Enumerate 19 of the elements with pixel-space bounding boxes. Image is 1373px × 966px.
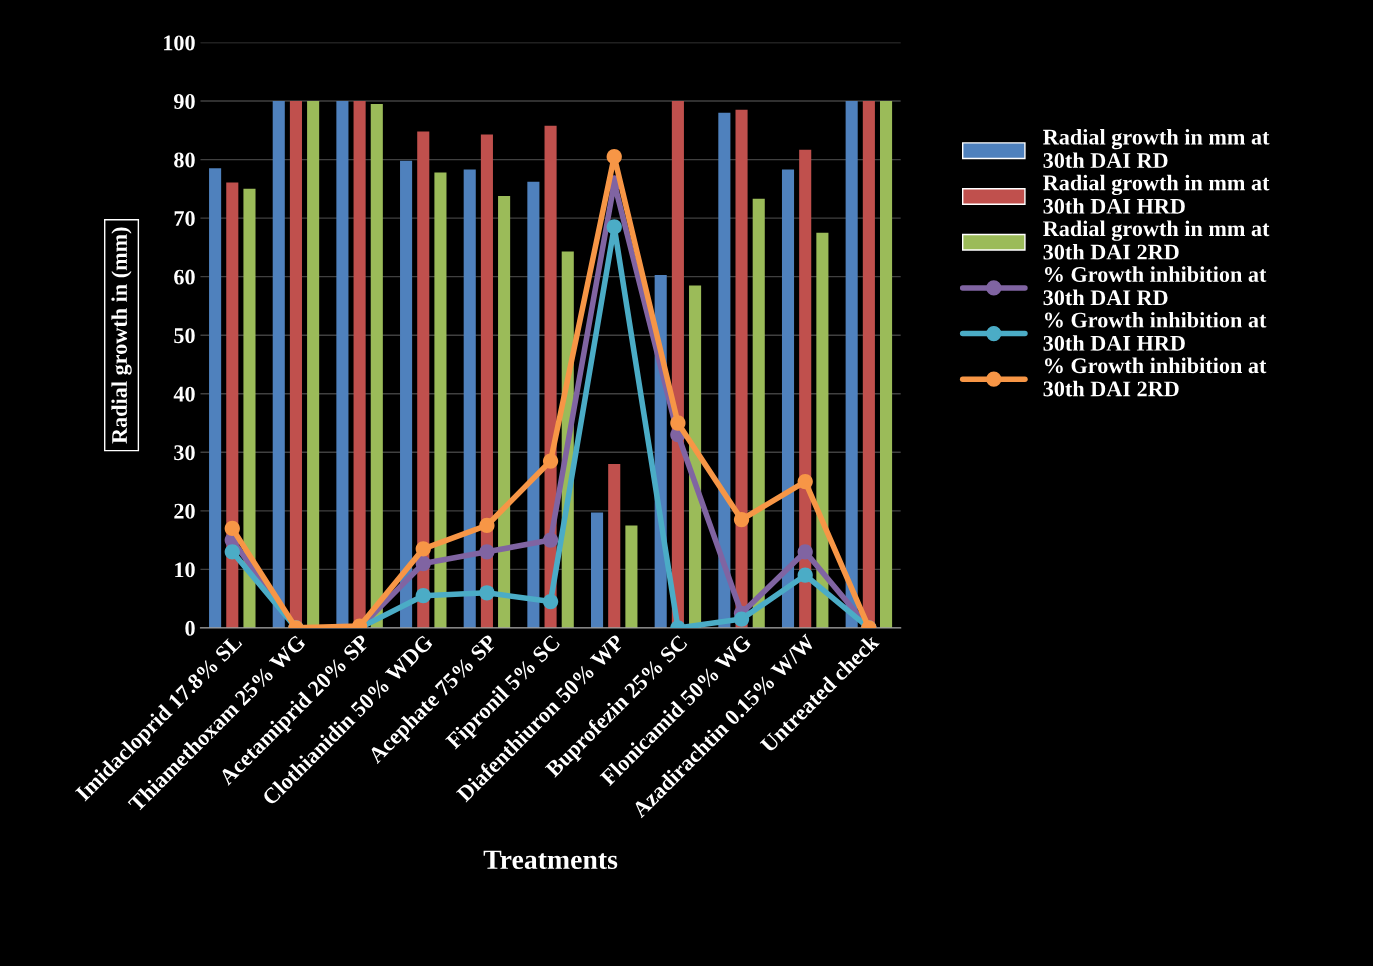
legend-label: Radial growth in mm at 30th DAI HRD <box>1043 174 1270 214</box>
y-tick-label: 50 <box>174 328 195 344</box>
y-tick-label: 90 <box>173 93 195 109</box>
legend-label: % Growth inhibition at 30th DAI HRD <box>1043 311 1267 351</box>
legend-label: Radial growth in mm at 30th DAI RD <box>1043 128 1270 169</box>
y-tick-label: 80 <box>174 152 195 168</box>
y-axis-title: Radial growth in (mm) <box>111 227 132 444</box>
y-tick-label: 10 <box>175 562 195 578</box>
y-tick-label: 60 <box>174 269 195 285</box>
legend-label: % Growth inhibition at 30th DAI RD <box>1043 266 1267 306</box>
y-tick-label: 30 <box>174 445 195 461</box>
y-tick-label: 40 <box>173 386 195 402</box>
y-tick-label: 100 <box>164 35 195 51</box>
y-tick-label: 0 <box>185 620 195 636</box>
legend-label: % Growth inhibition at 30th DAI 2RD <box>1043 357 1267 397</box>
y-tick-label: 20 <box>174 503 195 519</box>
x-axis-title: Treatments <box>483 850 618 870</box>
y-tick-label: 70 <box>174 211 195 227</box>
legend-label: Radial growth in mm at 30th DAI 2RD <box>1043 220 1270 260</box>
